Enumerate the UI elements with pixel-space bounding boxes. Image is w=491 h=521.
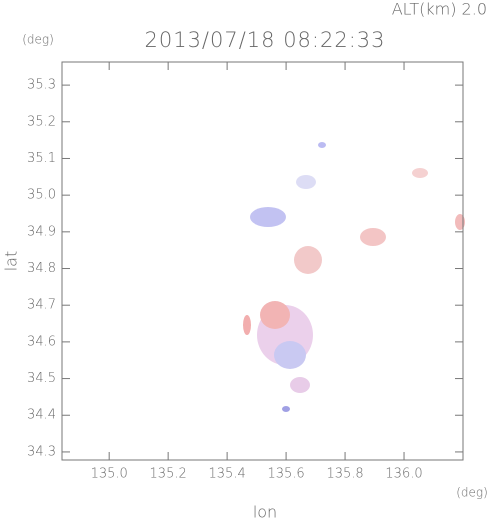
echo xyxy=(260,301,290,329)
x-tick-label: 135.6 xyxy=(267,467,304,482)
echo xyxy=(296,175,316,189)
y-unit: (deg) xyxy=(22,33,54,47)
x-tick-label: 135.0 xyxy=(91,467,128,482)
y-tick-label: 34.6 xyxy=(27,334,56,349)
echo xyxy=(294,246,322,274)
x-axis-label: lon xyxy=(253,503,277,521)
echo xyxy=(250,207,286,227)
y-tick-label: 34.4 xyxy=(27,408,56,423)
y-tick-label: 35.3 xyxy=(27,78,56,93)
y-tick-label: 34.9 xyxy=(27,224,56,239)
x-tick-label: 135.4 xyxy=(209,467,246,482)
echo xyxy=(243,315,251,335)
x-unit: (deg) xyxy=(456,486,488,500)
y-tick-label: 35.1 xyxy=(27,151,56,166)
echo xyxy=(360,228,386,246)
echo xyxy=(412,168,428,178)
y-tick-label: 34.7 xyxy=(27,298,56,313)
y-tick-label: 34.5 xyxy=(27,371,56,386)
x-tick-label: 135.2 xyxy=(150,467,187,482)
y-tick-label: 35.2 xyxy=(27,114,56,129)
y-tick-label: 34.3 xyxy=(27,444,56,459)
echo xyxy=(290,377,310,393)
x-tick-label: 136.0 xyxy=(385,467,422,482)
subtitle: ALT(km) 2.0 xyxy=(392,0,487,19)
echo xyxy=(282,406,290,412)
chart-title: 2013/07/18 08:22:33 xyxy=(144,28,385,52)
y-tick-label: 35.0 xyxy=(27,188,56,203)
echo xyxy=(274,341,306,369)
y-axis-label: lat xyxy=(2,251,21,272)
echoes xyxy=(243,142,465,412)
echo xyxy=(318,142,326,148)
y-tick-label: 34.8 xyxy=(27,261,56,276)
plot-frame xyxy=(61,61,464,461)
x-tick-label: 135.8 xyxy=(326,467,363,482)
